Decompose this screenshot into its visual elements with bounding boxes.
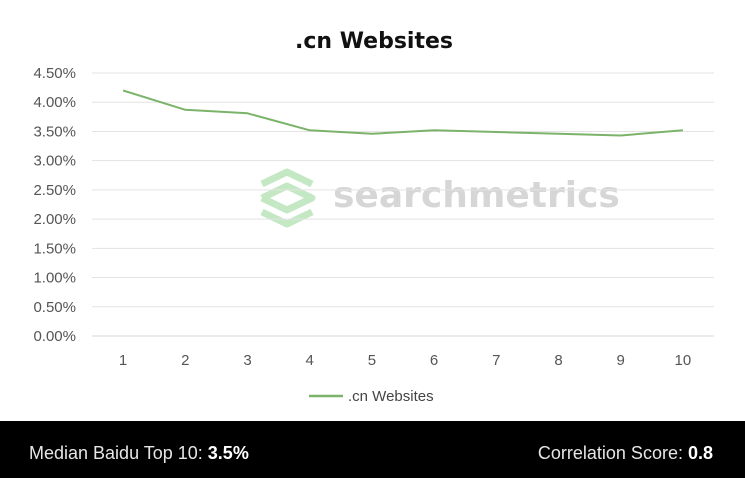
y-tick-label: 3.00% [33,153,76,170]
x-axis: 1 2 3 4 5 6 7 8 9 10 [119,352,691,369]
x-tick-label: 10 [675,352,692,369]
x-tick-label: 7 [492,352,500,369]
y-tick-label: 2.00% [33,211,76,228]
median-label: Median Baidu Top 10: [29,443,208,463]
x-tick-label: 8 [554,352,562,369]
legend: .cn Websites [309,388,434,405]
x-tick-label: 5 [368,352,376,369]
x-tick-label: 9 [617,352,625,369]
y-tick-label: 2.50% [33,182,76,199]
chart-title: .cn Websites [295,29,453,54]
x-tick-label: 4 [306,352,314,369]
x-tick-label: 1 [119,352,127,369]
searchmetrics-logo-icon [260,168,316,228]
legend-label: .cn Websites [348,388,434,405]
stats-footer: Median Baidu Top 10: 3.5% Correlation Sc… [0,421,745,478]
correlation-label: Correlation Score: [537,443,688,463]
y-tick-label: 4.50% [33,65,76,82]
y-tick-label: 4.00% [33,94,76,111]
y-tick-label: 0.00% [33,328,76,345]
correlation-stat: Correlation Score: 0.8 [538,443,713,464]
searchmetrics-watermark: searchmetrics [260,168,620,228]
median-stat: Median Baidu Top 10: 3.5% [29,443,249,464]
y-tick-label: 1.50% [33,240,76,257]
x-tick-label: 2 [181,352,189,369]
chart-area: .cn Websites searchmetrics 0.00% 0.50% 1.0… [33,29,714,405]
y-tick-label: 0.50% [33,299,76,316]
y-tick-label: 3.50% [33,123,76,140]
line-chart: .cn Websites searchmetrics 0.00% 0.50% 1.0… [33,29,714,405]
series-line [122,89,683,137]
series-layer [122,89,683,137]
x-tick-label: 6 [430,352,438,369]
correlation-value: 0.8 [687,443,713,463]
watermark-text: searchmetrics [333,175,620,216]
x-tick-label: 3 [243,352,251,369]
y-axis: 0.00% 0.50% 1.00% 1.50% 2.00% 2.50% 3.00% 3.50%… [33,65,76,345]
y-tick-label: 1.00% [33,270,76,287]
median-value: 3.5% [207,443,249,463]
gridlines [92,72,714,337]
